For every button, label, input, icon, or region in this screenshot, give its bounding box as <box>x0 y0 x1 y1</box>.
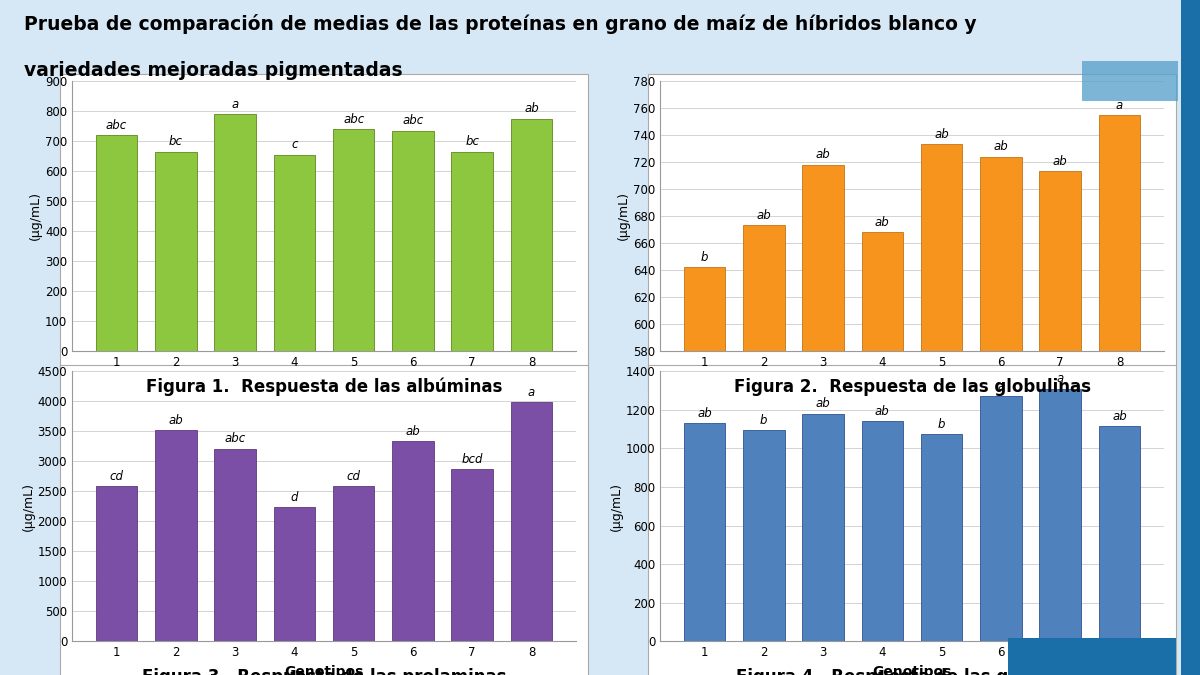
Y-axis label: (µg/mL): (µg/mL) <box>29 192 42 240</box>
Text: bc: bc <box>169 135 182 148</box>
Text: b: b <box>938 418 946 431</box>
Bar <box>96 487 137 641</box>
Text: Figura 4.  Respuesta de las glutelinas: Figura 4. Respuesta de las glutelinas <box>736 668 1088 675</box>
Text: a: a <box>528 386 535 399</box>
Y-axis label: (µg/mL): (µg/mL) <box>617 192 630 240</box>
Bar <box>743 225 785 675</box>
Bar <box>155 430 197 641</box>
Text: ab: ab <box>935 128 949 141</box>
Text: cd: cd <box>347 470 361 483</box>
Text: variedades mejoradas pigmentadas: variedades mejoradas pigmentadas <box>24 61 403 80</box>
Text: Prueba de comparación de medias de las proteínas en grano de maíz de híbridos bl: Prueba de comparación de medias de las p… <box>24 14 977 34</box>
Text: ab: ab <box>697 407 712 420</box>
Bar <box>274 155 316 351</box>
Bar <box>803 414 844 641</box>
X-axis label: Genotipos: Genotipos <box>872 665 952 675</box>
Bar <box>980 157 1021 675</box>
Bar <box>332 129 374 351</box>
Bar <box>920 144 962 675</box>
Bar <box>743 430 785 641</box>
X-axis label: Genotipos: Genotipos <box>872 375 952 388</box>
Bar <box>862 421 904 641</box>
Text: ab: ab <box>406 425 420 438</box>
Bar <box>1039 389 1081 641</box>
X-axis label: Genotipos: Genotipos <box>284 665 364 675</box>
Text: ab: ab <box>524 102 539 115</box>
Text: abc: abc <box>343 113 365 126</box>
Bar <box>215 114 256 351</box>
Text: a: a <box>1116 99 1123 111</box>
Y-axis label: (µg/mL): (µg/mL) <box>610 482 623 531</box>
Text: cd: cd <box>109 470 124 483</box>
Bar <box>1099 426 1140 641</box>
Bar <box>511 119 552 351</box>
Text: ab: ab <box>875 216 889 229</box>
Bar <box>684 423 725 641</box>
Bar <box>1099 115 1140 675</box>
Bar <box>155 151 197 351</box>
Bar <box>451 151 493 351</box>
X-axis label: Genotipos: Genotipos <box>284 375 364 388</box>
Bar <box>451 469 493 641</box>
Text: b: b <box>701 251 708 264</box>
Text: ab: ab <box>816 148 830 161</box>
Text: bc: bc <box>466 135 479 148</box>
Text: Figura 2.  Respuesta de las globulinas: Figura 2. Respuesta de las globulinas <box>733 378 1091 396</box>
Text: bcd: bcd <box>462 453 482 466</box>
Bar <box>274 508 316 641</box>
Text: abc: abc <box>402 114 424 128</box>
Text: ab: ab <box>1112 410 1127 423</box>
Text: ab: ab <box>816 398 830 410</box>
Text: ab: ab <box>875 405 889 418</box>
Bar <box>392 441 433 641</box>
Text: a: a <box>1057 373 1064 385</box>
Bar <box>803 165 844 675</box>
Bar <box>1039 171 1081 675</box>
Bar <box>511 402 552 641</box>
Bar <box>920 434 962 641</box>
Text: ab: ab <box>1052 155 1068 168</box>
Text: d: d <box>290 491 298 504</box>
Y-axis label: (µg/mL): (µg/mL) <box>22 482 35 531</box>
Text: abc: abc <box>106 119 127 132</box>
Bar <box>684 267 725 675</box>
Text: ab: ab <box>756 209 772 222</box>
Text: Figura 1.  Respuesta de las albúminas: Figura 1. Respuesta de las albúminas <box>146 378 502 396</box>
Text: ab: ab <box>994 140 1008 153</box>
Bar <box>96 135 137 351</box>
Bar <box>215 449 256 641</box>
Text: c: c <box>292 138 298 151</box>
Text: Figura 3.  Respuesta de las prolaminas: Figura 3. Respuesta de las prolaminas <box>142 668 506 675</box>
Bar <box>392 130 433 351</box>
Text: ab: ab <box>168 414 184 427</box>
Bar <box>862 232 904 675</box>
Text: b: b <box>760 414 768 427</box>
Text: a: a <box>232 98 239 111</box>
Bar <box>980 396 1021 641</box>
Text: a: a <box>997 380 1004 393</box>
Bar <box>332 487 374 641</box>
Text: abc: abc <box>224 433 246 446</box>
